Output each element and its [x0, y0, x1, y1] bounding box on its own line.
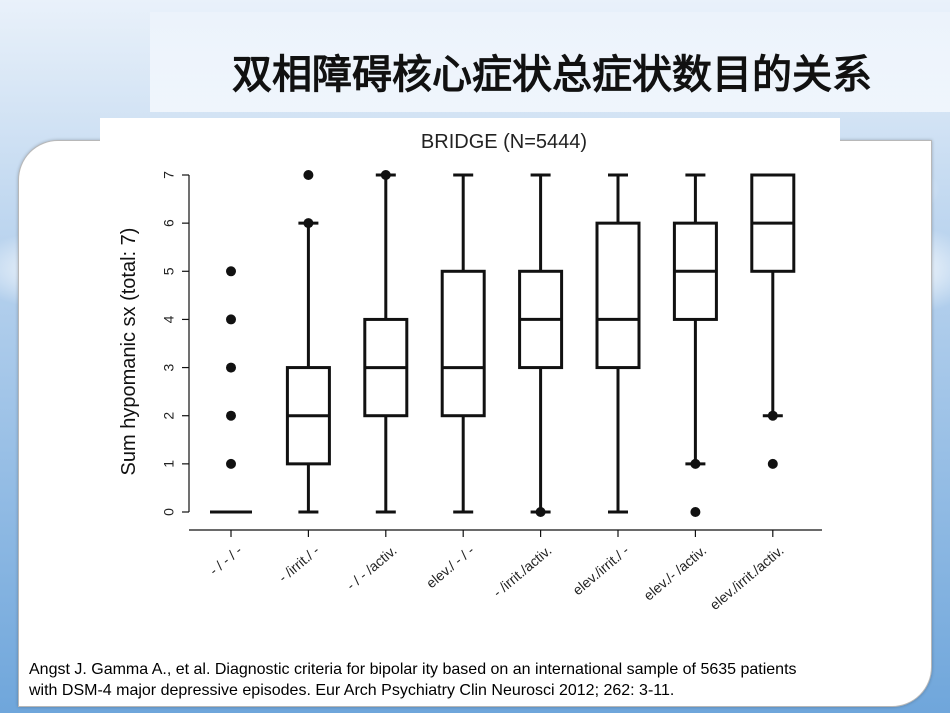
x-tick-label: - / - /activ. — [343, 542, 400, 593]
y-tick-label: 1 — [161, 460, 177, 468]
citation-line-1: Angst J. Gamma A., et al. Diagnostic cri… — [29, 661, 797, 678]
outlier-point — [303, 218, 314, 229]
outlier-point — [226, 458, 236, 469]
x-tick-label: elev./irrit./ - — [569, 542, 632, 598]
outlier-point — [767, 410, 778, 421]
slide-title: 双相障碍核心症状总症状数目的关系 — [232, 52, 872, 98]
x-tick-label: - /irrit./ - — [275, 542, 322, 585]
y-tick-label: 2 — [161, 412, 177, 420]
y-tick-label: 5 — [161, 267, 177, 275]
outlier-point — [690, 458, 701, 469]
chart-title: BRIDGE (N=5444) — [421, 131, 587, 153]
title-band — [150, 12, 950, 112]
outlier-point — [380, 170, 391, 180]
x-tick-label: elev./irrit./activ. — [707, 542, 787, 613]
y-tick-label: 4 — [161, 315, 177, 323]
y-axis-label: Sum hypomanic sx (total: 7) — [118, 228, 140, 476]
outlier-point — [303, 170, 314, 180]
outlier-point — [226, 266, 236, 277]
boxplot-chart: BRIDGE (N=5444) 0 1 2 3 4 5 6 7 Sum hypomanic sx … — [118, 131, 822, 613]
x-tick-label: elev./ - / - — [423, 542, 477, 591]
outlier-point — [767, 458, 778, 469]
citation-caption: Angst J. Gamma A., et al. Diagnostic cri… — [29, 659, 934, 701]
citation-line-2: with DSM-4 major depressive episodes. Eu… — [29, 682, 675, 699]
y-tick-label: 6 — [161, 219, 177, 227]
x-tick-label: - /irrit./activ. — [490, 542, 555, 600]
outlier-point — [690, 507, 701, 517]
x-tick-label: elev./- /activ. — [640, 542, 709, 603]
box-iqr — [440, 269, 486, 418]
y-tick-label: 0 — [161, 508, 177, 516]
outlier-point — [226, 362, 236, 373]
outlier-point — [226, 410, 236, 421]
box-iqr — [595, 221, 641, 370]
outlier-point — [535, 507, 546, 517]
y-tick-label: 3 — [161, 363, 177, 371]
x-tick-label: - / - / - — [206, 542, 245, 578]
outlier-point — [226, 314, 236, 325]
y-tick-label: 7 — [161, 171, 177, 179]
